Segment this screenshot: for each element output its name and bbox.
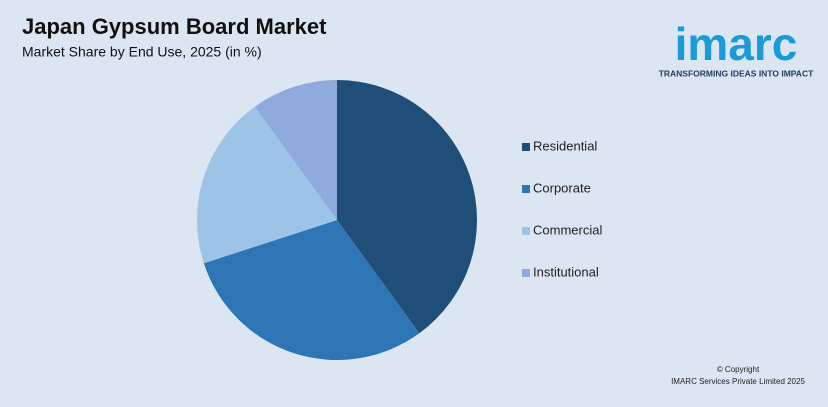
legend-label: Institutional — [533, 264, 599, 279]
legend-swatch — [522, 143, 530, 151]
logo-tagline: TRANSFORMING IDEAS INTO IMPACT — [659, 68, 814, 78]
legend-swatch — [522, 185, 530, 193]
logo: imarc — [675, 18, 798, 70]
chart-subtitle: Market Share by End Use, 2025 (in %) — [22, 44, 262, 60]
legend-swatch — [522, 227, 530, 235]
pie-slice — [337, 80, 478, 334]
legend-label: Commercial — [533, 222, 602, 237]
legend-label: Residential — [533, 138, 597, 153]
copyright: IMARC Services Private Limited 2025 — [671, 377, 805, 386]
legend-swatch — [522, 269, 530, 277]
copyright: © Copyright — [717, 365, 760, 374]
pie-slice — [254, 80, 337, 220]
legend-label: Corporate — [533, 180, 591, 195]
pie-slice — [197, 106, 337, 264]
chart-title: Japan Gypsum Board Market — [22, 14, 327, 39]
pie-slice — [203, 220, 420, 361]
